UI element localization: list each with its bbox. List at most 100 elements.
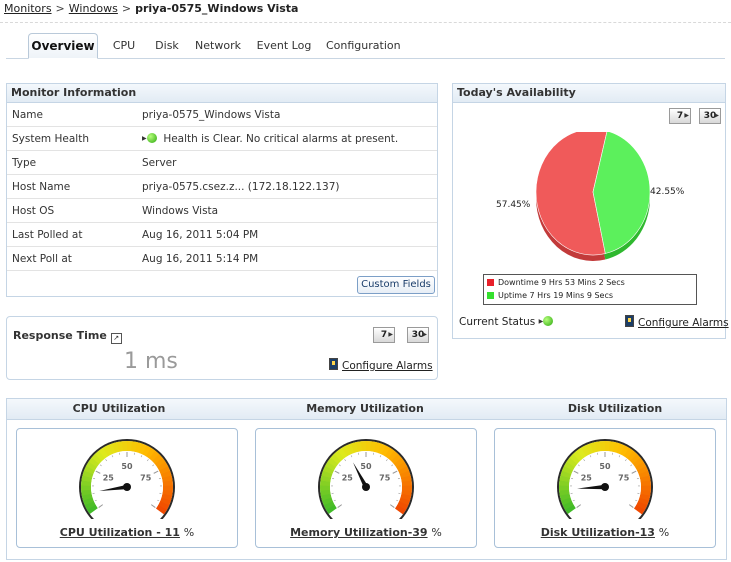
gauge-band-segment	[569, 453, 581, 465]
popout-icon[interactable]: ↗	[110, 333, 122, 344]
panel-title: Monitor Information	[7, 84, 437, 103]
gauge-band-segment	[346, 443, 355, 455]
memory-utilization-link[interactable]: Memory Utilization-39	[290, 526, 428, 539]
gauge-band-segment	[599, 441, 606, 452]
30-days-button[interactable]: 30 ▶	[699, 108, 721, 124]
pie-slice-downtime	[535, 132, 608, 256]
gauge-scale-label: 25	[581, 473, 593, 482]
tab-overview[interactable]: Overview	[28, 33, 98, 59]
gauge-band-segment	[84, 500, 96, 510]
response-time-panel: Response Time ↗ 7 ▶ 30 ▶ 1 ms Configure Al…	[6, 316, 438, 380]
gauge-tick	[95, 470, 101, 474]
gauge-tick	[631, 470, 637, 474]
status-clear-icon[interactable]	[543, 316, 554, 326]
gauge-scale-label: 25	[342, 473, 354, 482]
gauge-band-segment	[127, 441, 133, 452]
gauge-tick	[618, 455, 621, 458]
gauge-tick	[577, 464, 580, 467]
gauge-tick	[572, 499, 575, 502]
gauge-band-segment	[81, 485, 92, 491]
row-value: Aug 16, 2011 5:04 PM	[142, 222, 437, 247]
gauge-band-segment	[321, 470, 333, 479]
breadcrumb-windows-link[interactable]: Windows	[68, 2, 118, 15]
30-days-button[interactable]: 30 ▶	[407, 327, 429, 343]
breadcrumb-monitors-link[interactable]: Monitors	[4, 2, 52, 15]
gauge-band-segment	[560, 497, 572, 506]
custom-fields-button[interactable]: Custom Fields	[357, 276, 435, 294]
gauge-band-segment	[159, 497, 171, 506]
memory-utilization-gauge: 25 50 75	[318, 439, 414, 519]
arrow-icon: ▶	[538, 318, 544, 325]
memory-utilization-title: Memory Utilization	[306, 402, 424, 415]
gauge-band-segment	[633, 504, 645, 515]
gauge-band-segment	[155, 504, 167, 515]
gauge-tick	[94, 499, 97, 502]
gauge-tick	[589, 455, 592, 458]
legend-swatch	[487, 279, 494, 286]
gauge-band-segment	[564, 504, 576, 515]
gauge-band-segment	[149, 450, 160, 462]
gauge-band-segment	[377, 443, 387, 455]
pie-slice-uptime	[592, 132, 651, 254]
breadcrumb-current: priya-0575_Windows Vista	[135, 2, 299, 15]
health-clear-icon[interactable]	[146, 132, 157, 143]
memory-gauge-box: 25 50 75 Memory Utilization-39 %	[255, 428, 477, 548]
table-row: Name priya-0575_Windows Vista	[7, 103, 437, 127]
gauge-tick	[396, 499, 399, 502]
gauge-band-segment	[134, 442, 143, 454]
gauge-tick	[157, 499, 160, 502]
gauge-hub	[601, 483, 609, 491]
gauge-scale-label: 75	[379, 473, 391, 482]
gauge-band-segment	[608, 441, 616, 452]
gauge-tick	[153, 470, 159, 474]
gauge-band-segment	[82, 470, 94, 479]
disk-utilization-link[interactable]: Disk Utilization-13	[540, 526, 655, 539]
gauge-band-segment	[398, 466, 410, 475]
gauge-band-segment	[88, 457, 100, 468]
configure-alarms-link[interactable]: Configure Alarms	[342, 360, 433, 372]
gauge-band-segment	[369, 441, 377, 452]
gauge-band-segment	[394, 504, 406, 515]
row-label: Name	[7, 103, 142, 127]
gauge-tick	[630, 464, 633, 467]
tab-disk[interactable]: Disk	[155, 39, 179, 52]
gauge-band-segment	[637, 466, 649, 475]
7-days-button[interactable]: 7 ▶	[373, 327, 395, 343]
gauge-band-segment	[360, 441, 367, 452]
row-label: System Health	[7, 126, 142, 151]
gauge-band-segment	[325, 461, 337, 471]
cpu-gauge-box: 25 50 75 CPU Utilization - 11 %	[16, 428, 238, 548]
gauge-band-segment	[566, 457, 578, 468]
gauge-band-segment	[640, 485, 651, 492]
cpu-utilization-link[interactable]: CPU Utilization - 11	[59, 526, 180, 539]
gauge-band-segment	[559, 489, 570, 496]
gauge-band-segment	[320, 475, 332, 482]
gauge-band-segment	[320, 493, 332, 501]
gauge-band-segment	[393, 457, 405, 468]
gauge-tick	[105, 459, 108, 462]
gauge-band-segment	[81, 489, 92, 496]
gauge-band-segment	[401, 485, 412, 492]
gauge-band-segment	[81, 493, 93, 501]
configure-alarms-link[interactable]: Configure Alarms	[638, 317, 729, 329]
gauge-band-segment	[373, 442, 382, 454]
gauge-band-segment	[91, 453, 103, 465]
gauge-band-segment	[576, 447, 587, 459]
tab-cpu[interactable]: CPU	[112, 39, 136, 52]
gauge-band-segment	[355, 441, 363, 452]
7-days-button[interactable]: 7 ▶	[669, 108, 691, 124]
row-label: Host Name	[7, 174, 142, 199]
gauge-band-segment	[102, 445, 112, 457]
tab-configuration[interactable]: Configuration	[326, 39, 401, 52]
gauge-band-segment	[627, 450, 638, 462]
gauge-scale-label: 50	[360, 462, 372, 471]
disk-utilization-gauge: 25 50 75	[557, 439, 653, 519]
tab-network[interactable]: Network	[195, 39, 241, 52]
gauge-band-segment	[561, 465, 574, 475]
gauge-tick	[140, 455, 143, 458]
gauge-band-segment	[366, 441, 372, 452]
gauge-band-segment	[130, 441, 138, 452]
tab-event-log[interactable]: Event Log	[256, 39, 312, 52]
gauge-band-segment	[397, 501, 409, 511]
gauge-band-segment	[637, 497, 649, 506]
